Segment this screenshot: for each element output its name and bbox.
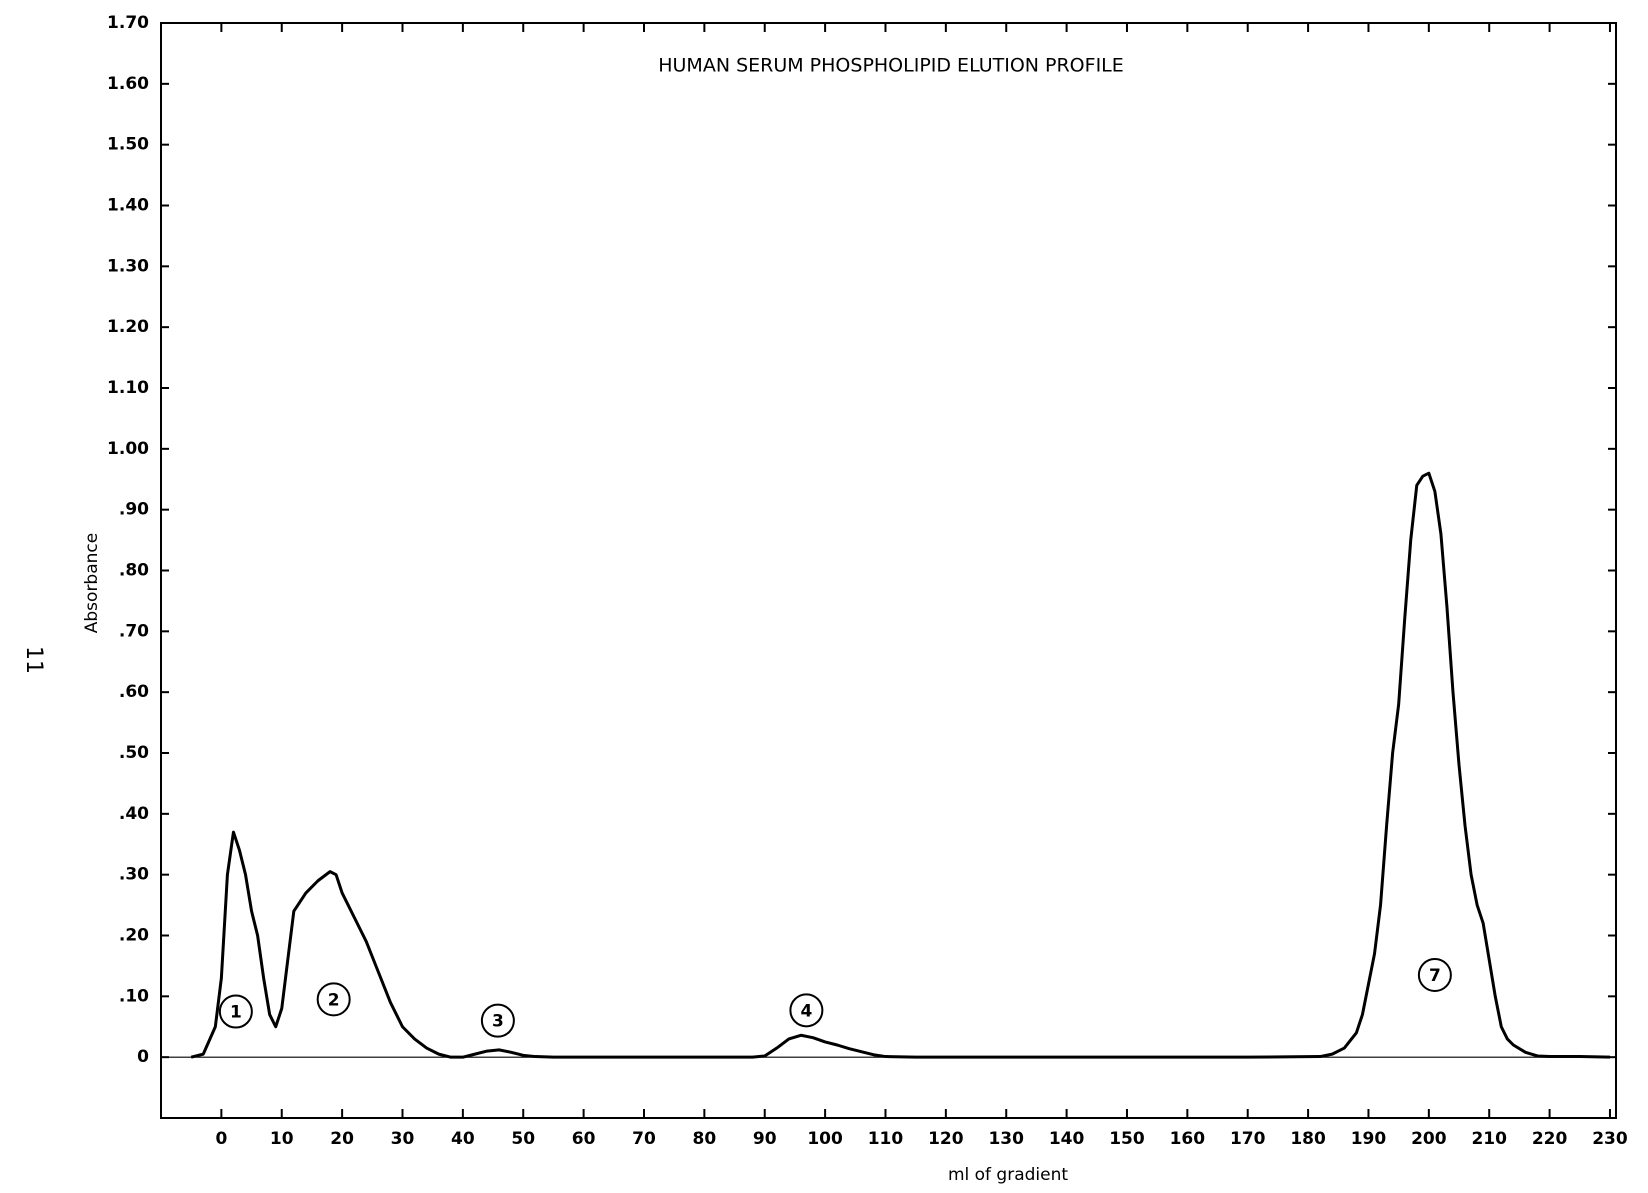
x-tick-label: 110 <box>868 1129 904 1149</box>
peak-marker-circle <box>480 1003 515 1038</box>
y-tick-label: 1.10 <box>107 378 149 398</box>
peak-label: 1 <box>230 1003 242 1023</box>
peak-marker-circle <box>218 994 253 1029</box>
peak-marker-circle <box>1417 958 1452 993</box>
y-tick-label: 1.50 <box>107 135 149 155</box>
y-tick-label: 1.30 <box>107 256 149 276</box>
y-tick-label: .50 <box>119 743 149 763</box>
x-tick-label: 190 <box>1351 1129 1387 1149</box>
x-tick-label: 90 <box>753 1129 777 1149</box>
y-tick-label: .40 <box>119 804 149 824</box>
x-tick-label: 210 <box>1471 1129 1507 1149</box>
x-tick-label: 200 <box>1411 1129 1447 1149</box>
y-tick-label: .80 <box>119 561 149 581</box>
x-tick-label: 220 <box>1532 1129 1568 1149</box>
y-tick-label: 1.00 <box>107 439 149 459</box>
chart-title: HUMAN SERUM PHOSPHOLIPID ELUTION PROFILE <box>658 55 1124 77</box>
x-tick-label: 30 <box>391 1129 415 1149</box>
x-tick-label: 50 <box>511 1129 535 1149</box>
peak-label: 2 <box>328 990 340 1010</box>
y-tick-label: .30 <box>119 865 149 885</box>
y-tick-label: 1.70 <box>107 13 149 33</box>
page-number: 11 <box>21 646 46 674</box>
y-tick-label: 1.60 <box>107 74 149 94</box>
y-axis-label: Absorbance <box>82 533 102 633</box>
x-tick-label: 40 <box>451 1129 475 1149</box>
x-tick-label: 160 <box>1170 1129 1206 1149</box>
y-tick-label: 1.40 <box>107 196 149 216</box>
x-tick-label: 130 <box>988 1129 1024 1149</box>
x-tick-label: 230 <box>1592 1129 1628 1149</box>
data-line <box>190 471 1610 1059</box>
y-tick-label: .10 <box>119 986 149 1006</box>
x-tick-label: 170 <box>1230 1129 1266 1149</box>
x-tick-label: 0 <box>215 1129 227 1149</box>
y-tick-label: .90 <box>119 500 149 520</box>
peak-marker-circle <box>789 993 824 1028</box>
x-tick-label: 100 <box>807 1129 843 1149</box>
y-tick-label: .70 <box>119 621 149 641</box>
x-tick-label: 140 <box>1049 1129 1085 1149</box>
x-tick-label: 60 <box>572 1129 596 1149</box>
x-tick-label: 70 <box>632 1129 656 1149</box>
peak-label: 4 <box>800 1001 812 1021</box>
x-tick-label: 10 <box>270 1129 294 1149</box>
y-tick-label: 1.20 <box>107 317 149 337</box>
y-tick-label: 0 <box>137 1047 149 1067</box>
x-tick-label: 150 <box>1109 1129 1145 1149</box>
x-tick-label: 20 <box>330 1129 354 1149</box>
peak-label: 3 <box>492 1012 504 1032</box>
plot-frame <box>160 22 1617 1119</box>
peak-label: 7 <box>1429 966 1441 986</box>
x-tick-label: 80 <box>693 1129 717 1149</box>
x-tick-label: 180 <box>1290 1129 1326 1149</box>
y-tick-label: .60 <box>119 682 149 702</box>
peak-marker-circle <box>316 982 351 1017</box>
x-axis-label: ml of gradient <box>948 1165 1068 1185</box>
y-tick-label: .20 <box>119 926 149 946</box>
x-tick-label: 120 <box>928 1129 964 1149</box>
